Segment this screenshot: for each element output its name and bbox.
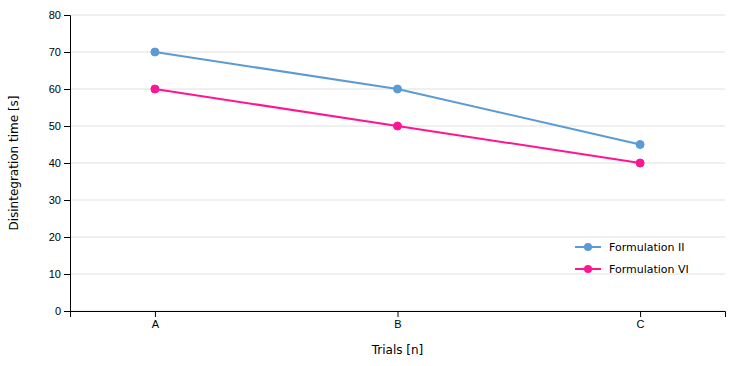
- tick-mark: [64, 311, 70, 312]
- grid-line: [70, 200, 725, 201]
- tick: B: [394, 311, 401, 330]
- legend-label: Formulation II: [609, 241, 685, 254]
- tick: 40: [49, 157, 70, 169]
- tick-label: 20: [49, 231, 61, 243]
- tick-label: 60: [49, 83, 61, 95]
- tick-label: 50: [49, 120, 61, 132]
- series-line: [155, 89, 640, 163]
- tick-mark: [398, 311, 399, 317]
- grid-line: [70, 52, 725, 53]
- point: [636, 141, 644, 149]
- tick: 80: [49, 9, 70, 21]
- tick-mark: [64, 274, 70, 275]
- tick-mark: [64, 15, 70, 16]
- grid: [70, 15, 725, 311]
- tick-label: A: [152, 318, 160, 330]
- tick: 10: [49, 268, 70, 280]
- axis-line: [64, 16, 71, 312]
- chart: 01020304050607080ABCFormulation IIFormul…: [0, 0, 750, 366]
- legend-item: Formulation VI: [575, 263, 689, 276]
- point: [636, 159, 644, 167]
- tick: 20: [49, 231, 70, 243]
- y-axis-title: Disintegration time [s]: [7, 95, 21, 230]
- tick: 70: [49, 46, 70, 58]
- tick-label: C: [637, 318, 645, 330]
- point: [394, 85, 402, 93]
- legend-item: Formulation II: [575, 241, 685, 254]
- y-axis: 0 10 20 30 40 50 60 70 80: [49, 9, 71, 317]
- tick-mark: [64, 126, 70, 127]
- tick: 50: [49, 120, 70, 132]
- tick-mark: [640, 311, 641, 317]
- legend-marker: [584, 265, 592, 273]
- point: [151, 48, 159, 56]
- series-line: [155, 52, 640, 145]
- tick-mark: [64, 200, 70, 201]
- grid-line: [70, 237, 725, 238]
- tick: C: [637, 311, 645, 330]
- tick: 0: [55, 305, 70, 317]
- tick: A: [152, 311, 160, 330]
- grid-line: [70, 15, 725, 16]
- point: [394, 122, 402, 130]
- tick-mark: [64, 237, 70, 238]
- x-axis-title: Trials [n]: [371, 343, 424, 357]
- tick-mark: [64, 89, 70, 90]
- tick: 60: [49, 83, 70, 95]
- tick-mark: [64, 52, 70, 53]
- tick-label: B: [394, 318, 401, 330]
- legend: Formulation II Formulation VI: [575, 241, 689, 276]
- tick-label: 40: [49, 157, 61, 169]
- x-axis: A B C: [71, 311, 726, 330]
- legend-marker: [584, 243, 592, 251]
- grid-line: [70, 163, 725, 164]
- tick-label: 0: [55, 305, 61, 317]
- plot-area: 01020304050607080ABCFormulation IIFormul…: [49, 9, 726, 330]
- series-group: [151, 48, 644, 167]
- legend-label: Formulation VI: [609, 263, 689, 276]
- tick-label: 80: [49, 9, 61, 21]
- point: [151, 85, 159, 93]
- tick-mark: [155, 311, 156, 317]
- tick-label: 10: [49, 268, 61, 280]
- axis-line: [71, 312, 726, 318]
- tick: 30: [49, 194, 70, 206]
- tick-label: 30: [49, 194, 61, 206]
- tick-label: 70: [49, 46, 61, 58]
- tick-mark: [64, 163, 70, 164]
